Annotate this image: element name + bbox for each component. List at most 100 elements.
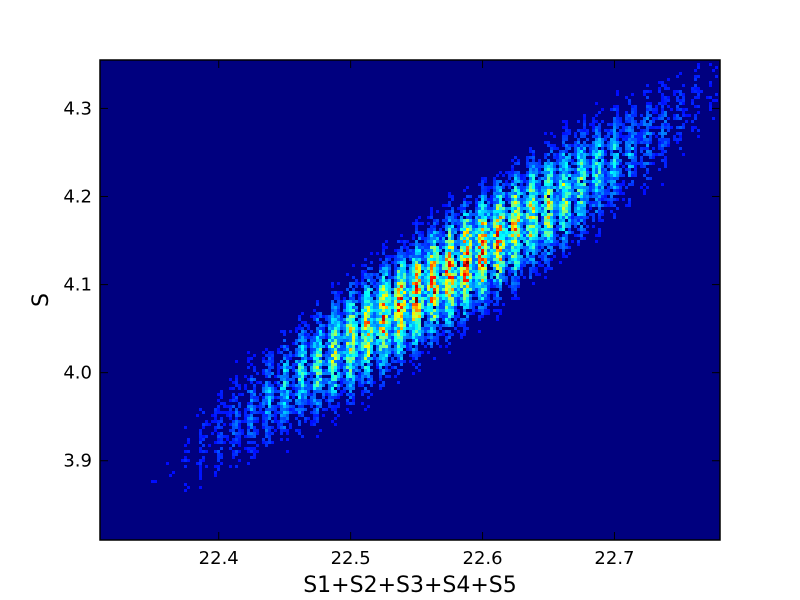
heatmap-cell (547, 204, 550, 207)
heatmap-cell (451, 198, 454, 201)
heatmap-cell (457, 252, 460, 255)
heatmap-cell (448, 204, 451, 207)
heatmap-cell (289, 378, 292, 381)
heatmap-cell (418, 246, 421, 249)
heatmap-cell (559, 210, 562, 213)
heatmap-cell (217, 459, 220, 462)
heatmap-cell (427, 267, 430, 270)
heatmap-cell (532, 267, 535, 270)
heatmap-cell (268, 387, 271, 390)
heatmap-cell (343, 348, 346, 351)
heatmap-cell (286, 381, 289, 384)
heatmap-cell (520, 255, 523, 258)
heatmap-cell (334, 375, 337, 378)
heatmap-cell (544, 189, 547, 192)
heatmap-cell (565, 255, 568, 258)
heatmap-cell (181, 459, 184, 462)
heatmap-cell (325, 324, 328, 327)
heatmap-cell (370, 318, 373, 321)
heatmap-cell (424, 339, 427, 342)
heatmap-cell (481, 300, 484, 303)
heatmap-cell (208, 423, 211, 426)
heatmap-cell (478, 249, 481, 252)
heatmap-cell (340, 381, 343, 384)
heatmap-cell (334, 411, 337, 414)
heatmap-cell (265, 408, 268, 411)
heatmap-cell (334, 306, 337, 309)
heatmap-cell (364, 312, 367, 315)
heatmap-cell (634, 105, 637, 108)
heatmap-cell (370, 345, 373, 348)
heatmap-cell (220, 402, 223, 405)
heatmap-cell (334, 390, 337, 393)
heatmap-cell (595, 165, 598, 168)
heatmap-cell (499, 225, 502, 228)
heatmap-cell (514, 294, 517, 297)
heatmap-cell (616, 165, 619, 168)
heatmap-cell (613, 165, 616, 168)
heatmap-cell (415, 276, 418, 279)
heatmap-cell (628, 120, 631, 123)
heatmap-cell (562, 198, 565, 201)
heatmap-cell (442, 264, 445, 267)
heatmap-cell (583, 237, 586, 240)
heatmap-cell (451, 273, 454, 276)
heatmap-cell (430, 315, 433, 318)
heatmap-cell (265, 414, 268, 417)
heatmap-cell (574, 192, 577, 195)
heatmap-cell (409, 354, 412, 357)
heatmap-cell (508, 177, 511, 180)
heatmap-cell (418, 243, 421, 246)
heatmap-cell (385, 300, 388, 303)
heatmap-cell (487, 189, 490, 192)
heatmap-cell (526, 219, 529, 222)
heatmap-cell (592, 204, 595, 207)
heatmap-cell (265, 417, 268, 420)
heatmap-cell (580, 135, 583, 138)
heatmap-cell (397, 306, 400, 309)
heatmap-cell (424, 306, 427, 309)
heatmap-cell (460, 336, 463, 339)
heatmap-cell (184, 459, 187, 462)
heatmap-cell (400, 345, 403, 348)
heatmap-cell (688, 114, 691, 117)
heatmap-cell (328, 390, 331, 393)
heatmap-cell (400, 273, 403, 276)
heatmap-cell (622, 165, 625, 168)
heatmap-cell (367, 315, 370, 318)
heatmap-cell (529, 219, 532, 222)
heatmap-cell (442, 237, 445, 240)
heatmap-cell (412, 234, 415, 237)
heatmap-cell (199, 408, 202, 411)
heatmap-cell (538, 180, 541, 183)
heatmap-cell (595, 144, 598, 147)
heatmap-cell (250, 408, 253, 411)
heatmap-cell (535, 168, 538, 171)
heatmap-cell (676, 114, 679, 117)
heatmap-cell (406, 282, 409, 285)
heatmap-cell (328, 354, 331, 357)
heatmap-cell (607, 186, 610, 189)
heatmap-cell (328, 357, 331, 360)
heatmap-cell (709, 63, 712, 66)
heatmap-cell (460, 234, 463, 237)
heatmap-cell (613, 138, 616, 141)
heatmap-cell (481, 315, 484, 318)
heatmap-cell (250, 393, 253, 396)
heatmap-cell (568, 129, 571, 132)
heatmap-cell (457, 309, 460, 312)
heatmap-cell (451, 219, 454, 222)
heatmap-cell (565, 192, 568, 195)
heatmap-cell (481, 225, 484, 228)
heatmap-cell (556, 225, 559, 228)
heatmap-cell (337, 330, 340, 333)
heatmap-cell (607, 132, 610, 135)
heatmap-cell (583, 219, 586, 222)
heatmap-cell (676, 96, 679, 99)
heatmap-cell (520, 246, 523, 249)
heatmap-cell (379, 333, 382, 336)
heatmap-cell (520, 222, 523, 225)
heatmap-cell (337, 396, 340, 399)
heatmap-cell (238, 426, 241, 429)
heatmap-cell (490, 210, 493, 213)
